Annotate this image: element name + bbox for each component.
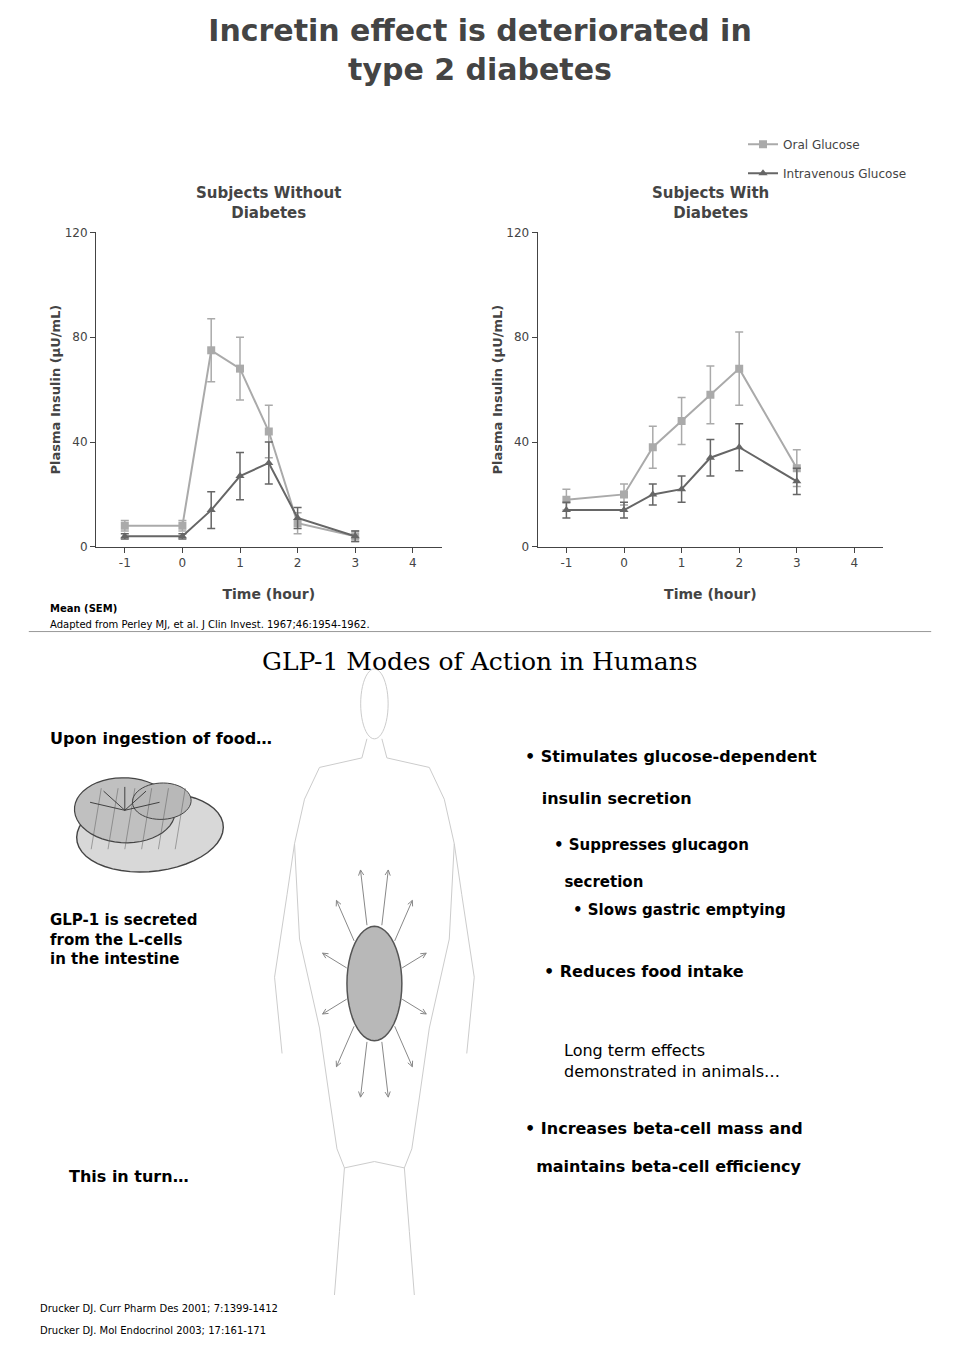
- svg-text:-1: -1: [560, 556, 572, 570]
- svg-text:40: 40: [72, 435, 87, 449]
- svg-text:Oral Glucose: Oral Glucose: [783, 138, 860, 152]
- svg-text:3: 3: [793, 556, 801, 570]
- svg-text:• Stimulates glucose-dependent: • Stimulates glucose-dependent: [525, 747, 817, 766]
- svg-text:Time (hour): Time (hour): [664, 586, 757, 602]
- svg-text:insulin secretion: insulin secretion: [525, 789, 692, 808]
- svg-text:120: 120: [65, 226, 88, 240]
- svg-text:• Reduces food intake: • Reduces food intake: [544, 962, 744, 981]
- svg-text:Drucker DJ. Curr Pharm Des 200: Drucker DJ. Curr Pharm Des 2001; 7:1399-…: [40, 1303, 278, 1314]
- svg-text:40: 40: [514, 435, 529, 449]
- svg-text:Time (hour): Time (hour): [223, 586, 316, 602]
- svg-text:Incretin effect is deteriorate: Incretin effect is deteriorated intype 2…: [208, 13, 752, 87]
- svg-text:80: 80: [514, 330, 529, 344]
- svg-text:2: 2: [735, 556, 743, 570]
- svg-text:Subjects WithDiabetes: Subjects WithDiabetes: [652, 184, 769, 222]
- svg-text:GLP-1 Modes of Action in Human: GLP-1 Modes of Action in Humans: [262, 647, 698, 676]
- svg-text:0: 0: [179, 556, 187, 570]
- svg-text:0: 0: [80, 540, 88, 554]
- svg-text:1: 1: [236, 556, 244, 570]
- svg-text:Plasma Insulin (μU/mL): Plasma Insulin (μU/mL): [490, 305, 505, 475]
- svg-text:Long term effectsdemonstrated: Long term effectsdemonstrated in animals…: [564, 1041, 780, 1081]
- svg-text:3: 3: [351, 556, 359, 570]
- svg-text:Adapted from Perley MJ, et al.: Adapted from Perley MJ, et al. J Clin In…: [50, 619, 370, 630]
- svg-text:Subjects WithoutDiabetes: Subjects WithoutDiabetes: [196, 184, 341, 222]
- svg-text:• Increases beta-cell mass and: • Increases beta-cell mass and: [525, 1119, 803, 1138]
- svg-text:Drucker DJ. Mol Endocrinol 200: Drucker DJ. Mol Endocrinol 2003; 17:161-…: [40, 1325, 266, 1336]
- svg-text:• Slows gastric emptying: • Slows gastric emptying: [573, 901, 786, 919]
- svg-text:80: 80: [72, 330, 87, 344]
- svg-text:0: 0: [522, 540, 530, 554]
- svg-text:4: 4: [409, 556, 417, 570]
- svg-text:Upon ingestion of food…: Upon ingestion of food…: [50, 729, 272, 748]
- svg-text:4: 4: [851, 556, 859, 570]
- svg-text:This in turn…: This in turn…: [69, 1167, 189, 1186]
- svg-text:0: 0: [620, 556, 628, 570]
- svg-text:1: 1: [678, 556, 686, 570]
- svg-text:Intravenous Glucose: Intravenous Glucose: [783, 167, 906, 181]
- svg-text:secretion: secretion: [554, 873, 643, 891]
- svg-text:GLP-1 is secretedfrom the L-ce: GLP-1 is secretedfrom the L-cellsin the …: [50, 911, 197, 968]
- svg-text:maintains beta-cell efficiency: maintains beta-cell efficiency: [525, 1157, 802, 1176]
- svg-text:Plasma Insulin (μU/mL): Plasma Insulin (μU/mL): [48, 305, 63, 475]
- svg-text:120: 120: [506, 226, 529, 240]
- svg-text:Mean (SEM): Mean (SEM): [50, 603, 117, 614]
- svg-text:• Suppresses glucagon: • Suppresses glucagon: [554, 836, 749, 854]
- svg-text:-1: -1: [119, 556, 131, 570]
- svg-text:2: 2: [294, 556, 302, 570]
